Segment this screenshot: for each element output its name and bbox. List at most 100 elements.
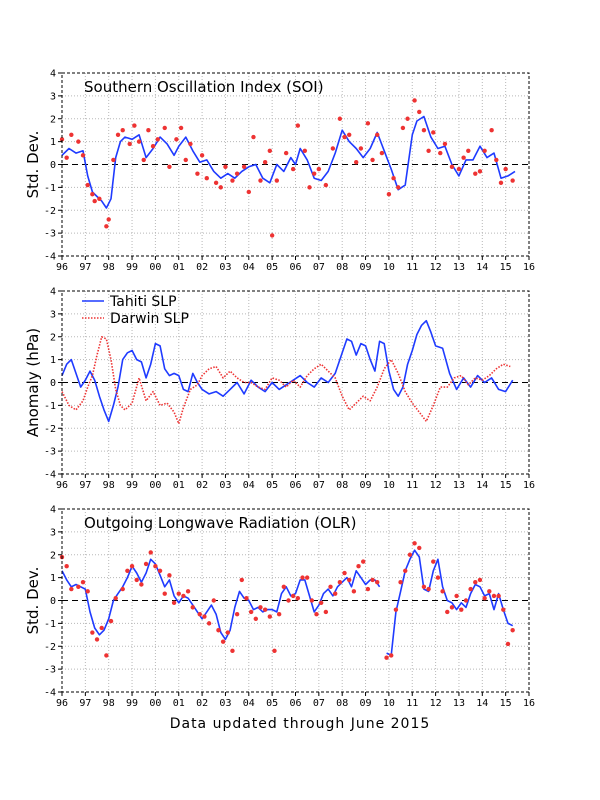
data-point: [190, 605, 195, 610]
data-point: [435, 575, 441, 580]
x-tick-label: 13: [453, 262, 465, 273]
x-tick-label: 06: [289, 480, 301, 491]
data-point: [379, 150, 385, 156]
y-tick-label: -2: [44, 642, 56, 653]
y-tick-label: 1: [50, 137, 56, 148]
data-point: [473, 171, 478, 176]
data-point: [342, 134, 347, 140]
data-point: [85, 589, 90, 594]
x-tick-label: 99: [126, 698, 138, 709]
data-point: [351, 589, 357, 594]
data-point: [449, 605, 455, 610]
x-tick-label: 11: [406, 698, 418, 709]
data-point: [211, 598, 216, 603]
olr-grid: [62, 509, 529, 692]
data-point: [241, 164, 247, 169]
y-tick-label: 3: [50, 309, 56, 320]
y-tick-label: 4: [50, 505, 56, 516]
data-point: [295, 123, 301, 128]
data-point: [234, 171, 240, 176]
x-tick-label: 16: [523, 262, 535, 273]
data-point: [183, 157, 188, 163]
data-point: [213, 180, 219, 185]
data-point: [141, 157, 146, 163]
y-tick-label: 2: [50, 550, 56, 561]
y-tick-label: 2: [50, 114, 56, 125]
x-tick-label: 99: [126, 262, 138, 273]
data-point: [365, 586, 371, 592]
series-0-line: [61, 558, 381, 641]
data-point: [290, 166, 296, 172]
data-point: [64, 155, 69, 160]
x-tick-label: 96: [56, 480, 68, 491]
data-point: [417, 545, 422, 551]
data-point: [393, 607, 399, 612]
data-point: [449, 164, 455, 169]
x-tick-label: 00: [149, 480, 161, 491]
data-point: [185, 589, 191, 594]
data-point: [454, 593, 459, 599]
data-point: [129, 563, 135, 569]
y-tick-label: -4: [44, 252, 56, 263]
x-tick-label: 08: [336, 480, 348, 491]
data-point: [361, 559, 366, 564]
x-tick-label: 02: [196, 698, 208, 709]
data-point: [234, 612, 240, 617]
data-point: [396, 185, 401, 190]
data-point: [148, 550, 153, 555]
data-point: [468, 586, 473, 592]
series-1-line: [386, 549, 514, 657]
data-point: [356, 563, 361, 569]
slp-series-group: [61, 319, 514, 425]
y-tick-label: -4: [44, 470, 56, 481]
data-point: [178, 125, 184, 131]
x-tick-label: 13: [453, 698, 465, 709]
data-point: [258, 178, 263, 183]
data-point: [230, 178, 235, 183]
data-point: [216, 628, 221, 633]
data-point: [342, 570, 347, 576]
data-point: [461, 155, 466, 160]
data-updated-footer: Data updated through June 2015: [169, 716, 431, 732]
x-tick-label: 12: [430, 262, 442, 273]
data-point: [487, 589, 492, 594]
y-tick-label: -2: [44, 206, 56, 217]
data-point: [104, 224, 109, 229]
data-point: [431, 130, 436, 135]
data-point: [90, 630, 95, 635]
data-point: [426, 586, 431, 592]
soi-grid: [62, 73, 529, 256]
data-point: [253, 616, 259, 621]
scatter-series-2: [59, 541, 515, 660]
data-point: [218, 185, 223, 190]
slp-y-axis-label: Anomaly (hPa): [24, 328, 42, 437]
data-point: [274, 178, 280, 183]
data-point: [463, 598, 469, 603]
data-point: [438, 150, 443, 156]
data-point: [171, 600, 177, 605]
y-tick-label: 2: [50, 332, 56, 343]
x-tick-label: 97: [79, 698, 91, 709]
soi-x-axis-ticks: 96 97 98 99 00 01 02 03 04 05 06 07 08 09 10 11 12 13 14 15…: [56, 256, 535, 273]
data-point: [501, 607, 506, 612]
data-point: [412, 541, 417, 546]
x-tick-label: 15: [500, 262, 512, 273]
data-point: [125, 568, 130, 573]
data-point: [143, 561, 149, 567]
data-point: [195, 171, 200, 176]
x-tick-label: 98: [103, 262, 115, 273]
data-point: [417, 109, 422, 115]
data-point: [115, 132, 121, 137]
x-tick-label: 05: [266, 698, 278, 709]
soi-y-axis-ticks: -4 -3 -2 -1 0 1 2 3 4: [44, 69, 62, 263]
data-point: [386, 192, 392, 197]
data-point: [132, 123, 137, 128]
tahiti-slp-line: [61, 319, 514, 423]
y-tick-label: 1: [50, 573, 56, 584]
x-tick-label: 02: [196, 480, 208, 491]
data-point: [309, 598, 315, 603]
x-tick-label: 11: [406, 480, 418, 491]
x-tick-label: 16: [523, 480, 535, 491]
slp-grid: [62, 291, 529, 474]
data-point: [421, 584, 427, 589]
